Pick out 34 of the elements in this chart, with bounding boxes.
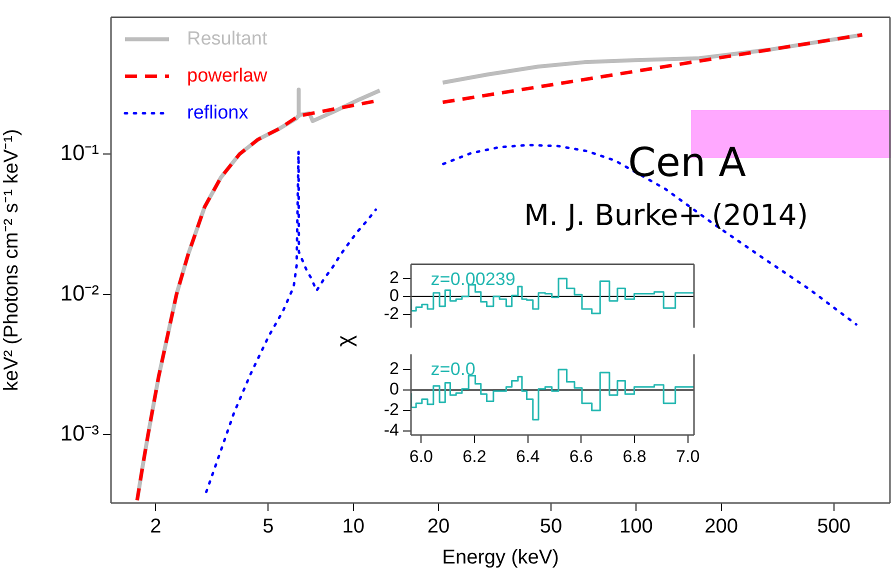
x-tick-label: 6.8	[622, 446, 646, 466]
x-tick-label: 10	[342, 516, 364, 538]
y-tick-label: 10⁻¹	[60, 140, 99, 166]
x-tick-label: 6.2	[462, 446, 486, 466]
y-tick-label: 10⁻²	[60, 280, 99, 306]
legend-label: reflionx	[187, 102, 249, 124]
x-tick-label: 50	[540, 516, 562, 538]
y-tick-label: 2	[390, 268, 399, 288]
y-tick-label: 10⁻³	[60, 420, 99, 446]
annotation: Cen A	[628, 140, 746, 186]
x-tick-label: 6.6	[569, 446, 593, 466]
series-label: z=0.0	[430, 359, 476, 380]
y-tick-label: -2	[384, 400, 399, 420]
x-axis-title: Energy (keV)	[442, 546, 559, 569]
y-tick-label: 2	[390, 359, 399, 378]
annotation: M. J. Burke+ (2014)	[524, 198, 808, 232]
legend-label: Resultant	[187, 28, 268, 50]
y-tick-label: 0	[390, 380, 399, 399]
x-tick-label: 100	[619, 516, 653, 538]
y-axis-title: keV² (Photons cm⁻² s⁻¹ keV⁻¹)	[0, 129, 23, 392]
x-tick-label: 5	[262, 516, 274, 538]
x-tick-label: 7.0	[676, 446, 700, 466]
x-tick-label: 500	[817, 516, 851, 538]
x-tick-label: 20	[427, 516, 450, 538]
y-axis-title: χ	[332, 335, 358, 347]
y-tick-label: -2	[384, 304, 399, 324]
x-tick-label: 200	[704, 516, 738, 538]
x-tick-label: 6.4	[516, 446, 540, 466]
y-tick-label: -4	[384, 420, 399, 440]
x-tick-label: 6.0	[409, 446, 433, 466]
x-tick-label: 2	[150, 516, 162, 538]
series-label: z=0.00239	[430, 269, 516, 290]
legend-label: powerlaw	[187, 65, 268, 86]
y-tick-label: 0	[390, 286, 399, 306]
